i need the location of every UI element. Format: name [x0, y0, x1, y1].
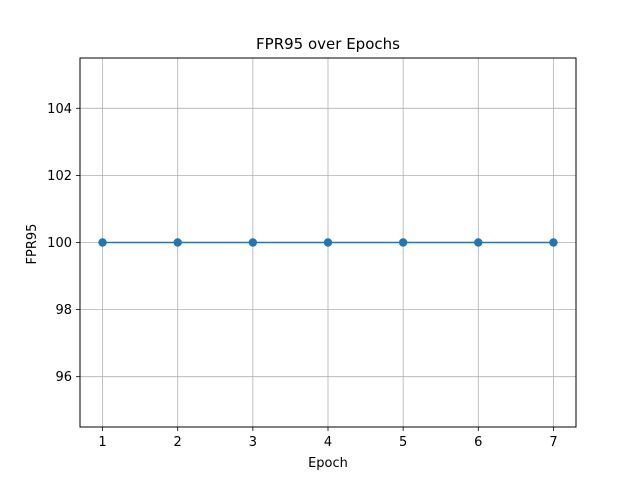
y-tick-label: 102: [47, 169, 72, 184]
x-tick-label: 4: [324, 435, 332, 450]
x-tick-label: 2: [174, 435, 182, 450]
data-point: [98, 238, 107, 247]
y-tick-label: 98: [55, 303, 72, 318]
y-tick-label: 104: [47, 102, 72, 117]
data-point: [323, 238, 333, 247]
data-point: [549, 238, 558, 247]
x-axis-label: Epoch: [308, 456, 348, 471]
data-point: [248, 238, 258, 247]
y-axis-ticks: 96 98 100 102 104: [47, 102, 80, 385]
data-series: [98, 238, 558, 247]
chart-title: FPR95 over Epochs: [256, 35, 400, 53]
x-tick-label: 7: [549, 435, 557, 450]
y-tick-label: 96: [55, 370, 72, 385]
data-point: [474, 238, 483, 247]
x-axis-ticks: 1 2 3 4 5 6 7: [98, 427, 558, 450]
y-axis-label: FPR95: [25, 224, 40, 265]
data-point: [173, 238, 182, 247]
x-tick-label: 5: [399, 435, 407, 450]
data-point: [398, 238, 408, 247]
x-tick-label: 6: [474, 435, 482, 450]
x-tick-label: 1: [98, 435, 106, 450]
y-tick-label: 100: [47, 236, 72, 251]
x-tick-label: 3: [249, 435, 257, 450]
